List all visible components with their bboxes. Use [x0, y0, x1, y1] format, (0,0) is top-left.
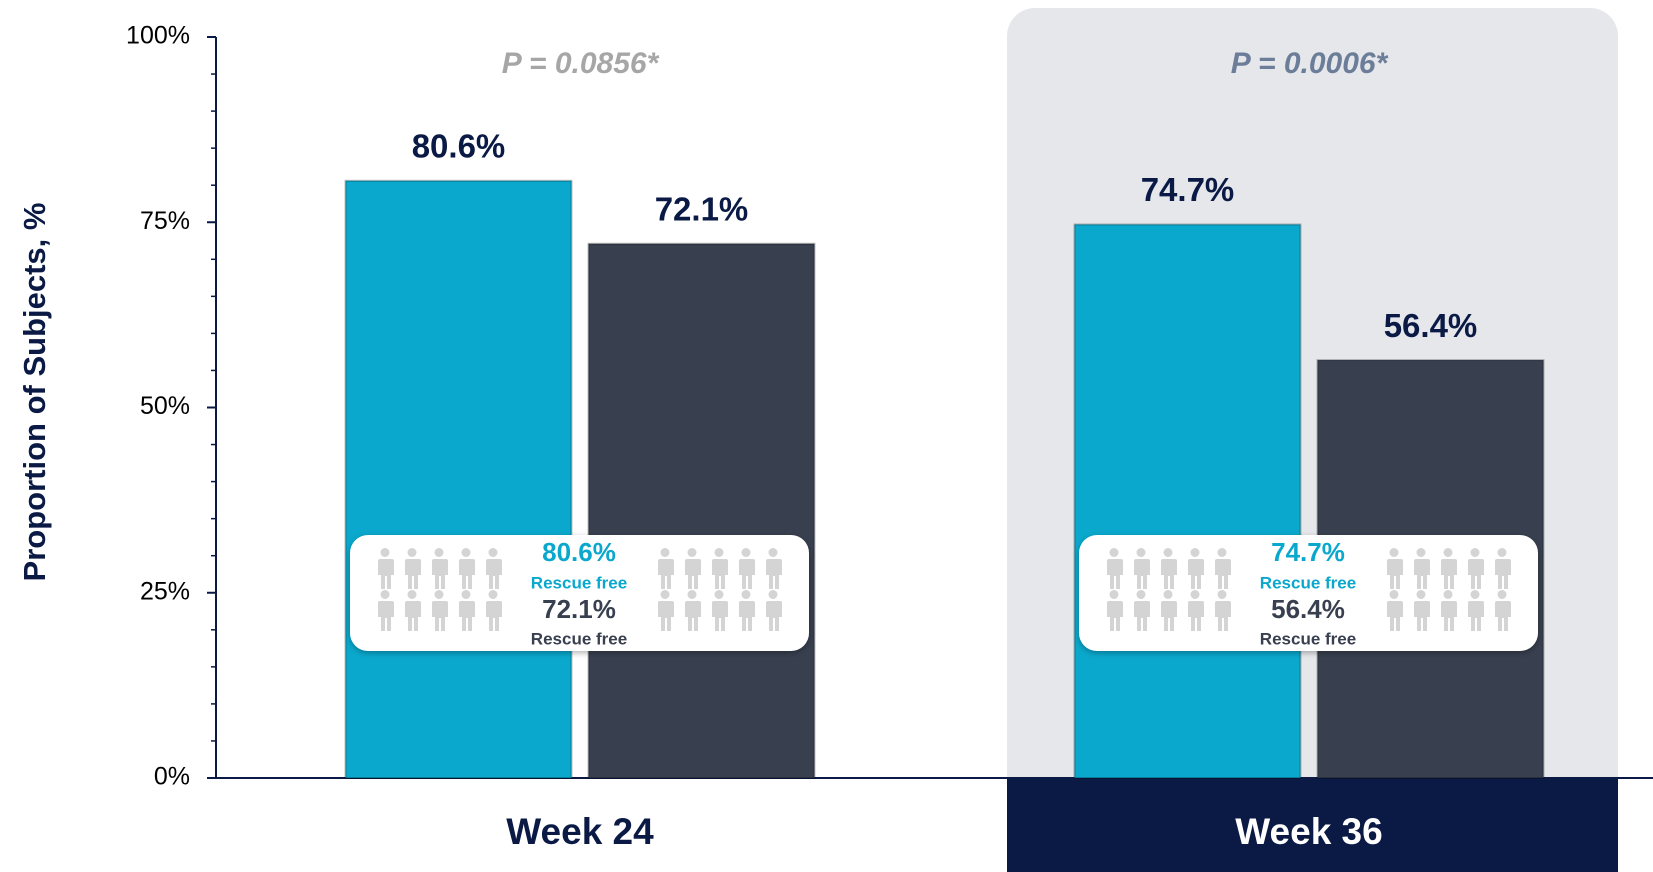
inset-value: 74.7% — [1271, 537, 1345, 567]
value-label: 56.4% — [1384, 307, 1478, 344]
x-tick-label: Week 24 — [506, 811, 654, 852]
inset: 80.6% Rescue free 72.1% Rescue free — [350, 535, 809, 651]
bar — [1073, 223, 1302, 779]
value-label: 74.7% — [1141, 171, 1235, 208]
y-tick-label: 75% — [140, 207, 190, 235]
bar — [344, 179, 573, 779]
y-tick-label: 0% — [154, 763, 190, 791]
p-value: P = 0.0856* — [502, 47, 660, 80]
y-tick-label: 100% — [126, 22, 190, 50]
y-tick-label: 25% — [140, 577, 190, 605]
inset-caption: Rescue free — [1260, 629, 1356, 648]
value-label: 72.1% — [655, 190, 749, 227]
inset-caption: Rescue free — [531, 573, 627, 592]
value-label: 80.6% — [412, 127, 506, 164]
inset-value: 56.4% — [1271, 594, 1345, 624]
inset-value: 72.1% — [542, 594, 616, 624]
y-axis-label: Proportion of Subjects, % — [17, 203, 52, 582]
inset-caption: Rescue free — [1260, 573, 1356, 592]
x-tick-label: Week 36 — [1235, 811, 1382, 852]
inset-caption: Rescue free — [531, 629, 627, 648]
y-tick-label: 50% — [140, 392, 190, 420]
inset: 74.7% Rescue free 56.4% Rescue free — [1079, 535, 1538, 651]
highlight-label-band — [1007, 778, 1618, 872]
p-value: P = 0.0006* — [1231, 47, 1389, 80]
bar — [587, 242, 816, 779]
inset-value: 80.6% — [542, 537, 616, 567]
